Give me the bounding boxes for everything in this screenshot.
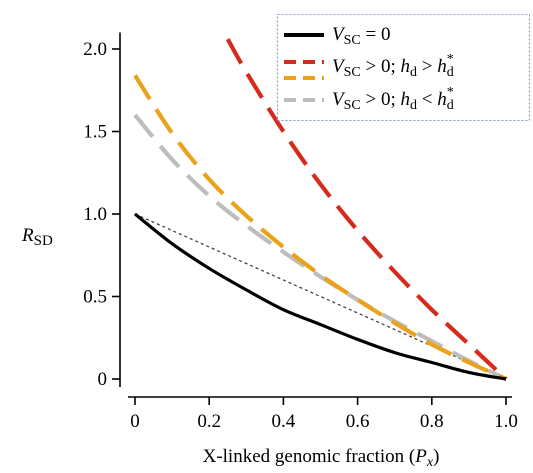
- legend-box: [277, 14, 530, 121]
- legend: VSC = 0 VSC > 0; hd > h* d VSC > 0; hd < h*…: [277, 14, 530, 121]
- series-line-vsc0: [133, 212, 507, 381]
- y-tick-label: 2.0: [83, 39, 107, 60]
- x-tick-label: 0.6: [346, 411, 370, 432]
- x-tick-label: 1.0: [494, 411, 518, 432]
- legend-label-vsc-high: VSC > 0; hd > h* d: [332, 52, 454, 80]
- x-tick-label: 0: [130, 411, 140, 432]
- y-tick-label: 1.0: [83, 204, 107, 225]
- x-tick-label: 0.8: [420, 411, 444, 432]
- x-tick-label: 0.4: [272, 411, 296, 432]
- series-line-vsc-high: [225, 38, 508, 381]
- x-axis-label: X-linked genomic fraction (Px): [203, 446, 440, 470]
- y-axis-label: RSD: [21, 225, 53, 249]
- axis-labels: RSD X-linked genomic fraction (Px): [21, 225, 439, 470]
- axes: 0 0.5 1.0 1.5 2.0 0 0.2 0.4 0.6 0.8 1.0: [83, 32, 518, 432]
- y-tick-label: 0: [98, 369, 108, 390]
- legend-label-vsc-low: VSC > 0; hd < h* d: [332, 85, 454, 113]
- series-line-vsc-low: [133, 113, 507, 381]
- y-tick-label: 0.5: [83, 287, 107, 308]
- legend-label-vsc0: VSC = 0: [332, 24, 390, 48]
- series-line-vsc-orange: [133, 74, 507, 381]
- x-tick-label: 0.2: [197, 411, 221, 432]
- series-layer: [133, 38, 508, 381]
- y-tick-label: 1.5: [83, 122, 107, 143]
